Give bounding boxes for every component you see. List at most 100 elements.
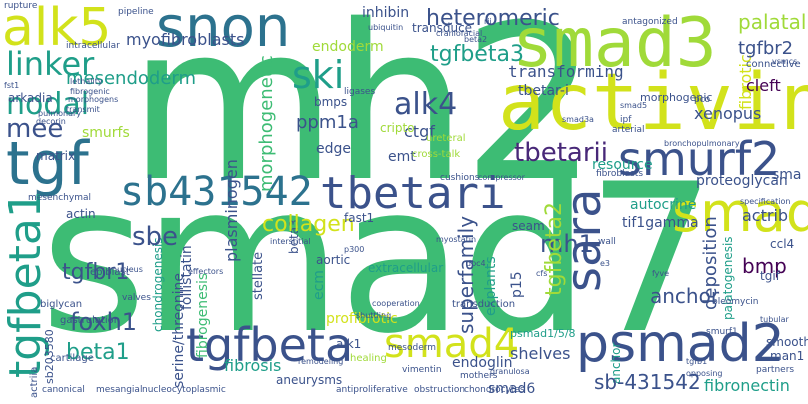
word: tif1gamma [622,215,699,231]
word: autocrine [630,197,697,213]
word: psmad2 [576,314,785,374]
word: aortic [316,253,351,267]
word: biglycan [40,299,83,310]
word: partners [756,365,795,375]
word: proteoglycan [696,173,788,189]
word: actriia [29,366,40,398]
word: antiproliferative [336,385,408,395]
word: pulmonary [38,109,82,118]
word: heteromeric [426,6,560,31]
word: arkadia [8,91,53,105]
word: smurfs [82,125,130,141]
word: tubular [760,315,789,324]
word: sb-431542 [594,370,701,394]
word: actin [66,207,96,221]
word: canonical [42,385,85,395]
word: cross-talk [412,149,461,160]
word: inhibin [362,5,410,21]
word: mesoderm [388,343,437,353]
word: gastrulation [60,315,121,326]
word: tgfbeta [186,318,354,372]
word: xenopus [694,104,762,123]
word: vsmcs [772,57,798,66]
word: p15 [509,271,525,298]
word: dpc4 [466,259,486,268]
word: opposing [686,369,723,378]
word: tgfbeta2 [542,202,567,296]
word: activin [498,58,808,148]
word: resource [592,157,653,173]
word: mesendoderm [66,68,197,89]
word: antagonized [622,17,678,27]
word: superfamily [454,215,478,334]
word: morphogenetic [256,55,277,192]
word: ppm1a [296,112,359,133]
word: sma [772,167,802,183]
word: transforming [508,62,624,81]
word: p300 [344,245,365,254]
word: smad5 [620,101,648,110]
word: tgf [6,129,89,199]
word: pipeline [118,7,154,17]
word: plasminogen [222,159,241,262]
word: tbetarii [514,138,608,168]
word: fyve [652,269,670,278]
word: tgfb1 [686,357,708,366]
word: transmit [66,105,100,114]
word: morphogenic [640,91,713,104]
word: cfs [536,269,548,278]
word: ccl4 [770,237,795,251]
word: smurf2 [618,132,781,186]
word: cripto [380,121,415,135]
word: palatal [738,10,807,34]
word: fibroblasts [596,169,644,179]
word: smad1 [672,181,808,244]
word: mesangial [96,385,143,395]
word: linker [6,45,95,83]
word: chondrocytes [464,385,525,395]
word: serine/threonine [171,273,187,388]
word: mothers [460,371,498,381]
word: nucleocytoplasmic [142,385,226,395]
word: tbetari [320,168,506,219]
word: mh2 [128,0,598,229]
word: specification [740,197,791,206]
word: smad7 [40,141,717,379]
word: ureteral [426,133,466,144]
word: smad3 [512,4,717,83]
word: ligases [344,87,376,97]
word: bmps [314,95,348,109]
word: decorin [36,117,66,126]
word: alk5 [2,0,112,58]
word: fast1 [344,211,375,225]
word: valves [122,293,151,303]
word: stellate [251,251,266,300]
word: ski [292,53,345,97]
word: tgfbeta1 [0,190,51,378]
word: obstruction [414,385,466,395]
word: bronchopulmonary [664,139,740,148]
word: palatogenesis [721,236,735,320]
word: endoglin [452,355,513,371]
word: granulosa [490,367,530,376]
word: matrix [36,149,76,163]
word: extracellular [368,261,444,275]
word: vimentin [402,365,442,375]
word: tgfbeta3 [430,42,524,67]
word: lethality [70,77,103,86]
word: e3 [600,259,611,268]
word: psmad1/5/8 [510,327,576,340]
word: ipf [620,115,632,125]
word: tgif [760,269,780,283]
word: bmp [742,254,787,278]
word: ecm [311,270,327,300]
word: beta1 [66,340,130,365]
word: cooperation [372,299,420,308]
word: emt [388,149,416,165]
word: remodeling [298,357,344,366]
word: fibrosis [224,356,282,375]
word: anchor [650,284,720,308]
word: cartilage [50,353,94,364]
word: fibrogenesis [195,272,211,358]
